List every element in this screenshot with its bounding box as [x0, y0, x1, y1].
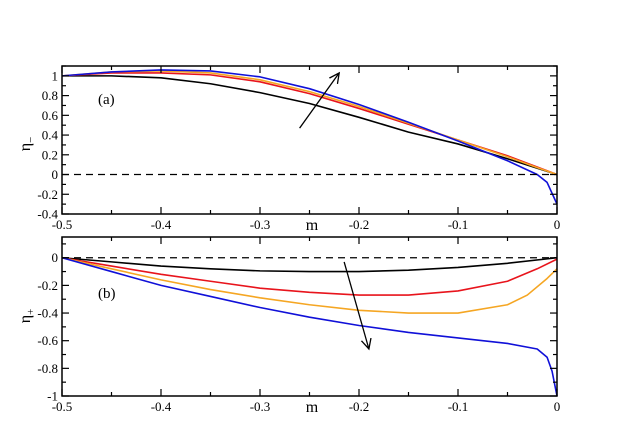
panel-b-curves — [61, 256, 558, 397]
panel-b-ylabel: η+ — [17, 309, 37, 324]
panel-b-ticks: -0.5 -0.4 -0.3 -0.2 -0.1 0 -1 -0.8 -0.6 -0.4 -0.2 0 — [37, 237, 560, 414]
panel-a-xtick-label: -0.5 — [52, 217, 73, 232]
panel-a-xtick-label: -0.3 — [250, 217, 271, 232]
panel-b-ylabel-main: η — [17, 315, 34, 323]
panel-b-ylabel-subscript: + — [25, 309, 37, 315]
panel-a-ytick-label: 0.4 — [42, 128, 59, 143]
panel-a-label: (a) — [98, 92, 115, 108]
panel-b-xtick-label: -0.4 — [151, 399, 172, 414]
panel-b-label: (b) — [98, 286, 116, 302]
panel-a-ticks: -0.5 -0.4 -0.3 -0.2 -0.1 0-0.4-0.200.20.40.60… — [37, 65, 561, 232]
panel-b-xtick-label: -0.2 — [349, 399, 370, 414]
panel-b: -0.5 -0.4 -0.3 -0.2 -0.1 0 -1 -0.8 -0.6 -0.4 -0.2 0… — [17, 236, 560, 416]
panel-a: -0.5 -0.4 -0.3 -0.2 -0.1 0-0.4-0.200.20.40.60… — [17, 65, 561, 234]
panel-b-xtick-label: -0.5 — [52, 399, 73, 414]
panel-a-ytick-label: 1 — [52, 68, 59, 83]
panel-b-ytick-label: -0.6 — [37, 333, 58, 348]
panel-b-ytick-label: 0 — [52, 250, 59, 265]
panel-a-ytick-label: 0.8 — [42, 88, 58, 103]
panel-a-curves — [61, 69, 558, 205]
panel-a-series-3 — [61, 69, 558, 205]
panel-a-xtick-label: -0.2 — [349, 217, 370, 232]
panel-a-series-0 — [62, 75, 558, 176]
panel-b-xtick-label: 0 — [554, 399, 561, 414]
panel-a-ytick-label: 0 — [52, 167, 59, 182]
panel-a-xtick-label: -0.1 — [448, 217, 469, 232]
panel-b-xtick-label: -0.3 — [250, 399, 271, 414]
panel-b-series-3 — [61, 256, 558, 397]
panel-b-ytick-label: -1 — [47, 389, 58, 404]
panel-a-ytick-label: 0.2 — [42, 147, 58, 162]
panel-a-xlabel: m — [306, 217, 319, 234]
panel-a-ytick-label: -0.2 — [37, 187, 58, 202]
panel-a-xtick-label: -0.4 — [151, 217, 172, 232]
panel-a-ytick-label: -0.4 — [37, 207, 58, 222]
panel-b-arrow — [343, 261, 369, 349]
panel-a-ylabel: η− — [17, 137, 37, 152]
panel-a-arrow — [299, 73, 340, 129]
panel-a-ylabel-main: η — [17, 143, 34, 151]
panel-b-ytick-label: -0.4 — [37, 306, 58, 321]
panel-b-ytick-label: -0.8 — [37, 361, 58, 376]
panel-b-series-2 — [61, 256, 558, 314]
panel-b-series-0 — [61, 256, 558, 273]
panel-a-ytick-label: 0.6 — [42, 108, 59, 123]
panel-b-ytick-label: -0.2 — [37, 278, 58, 293]
panel-b-xtick-label: -0.1 — [448, 399, 469, 414]
panel-b-xlabel: m — [306, 399, 319, 416]
panel-a-series-2 — [61, 70, 558, 176]
panel-a-xtick-label: 0 — [554, 217, 561, 232]
panel-b-series-1 — [61, 256, 558, 296]
panel-a-ylabel-subscript: − — [25, 137, 37, 143]
